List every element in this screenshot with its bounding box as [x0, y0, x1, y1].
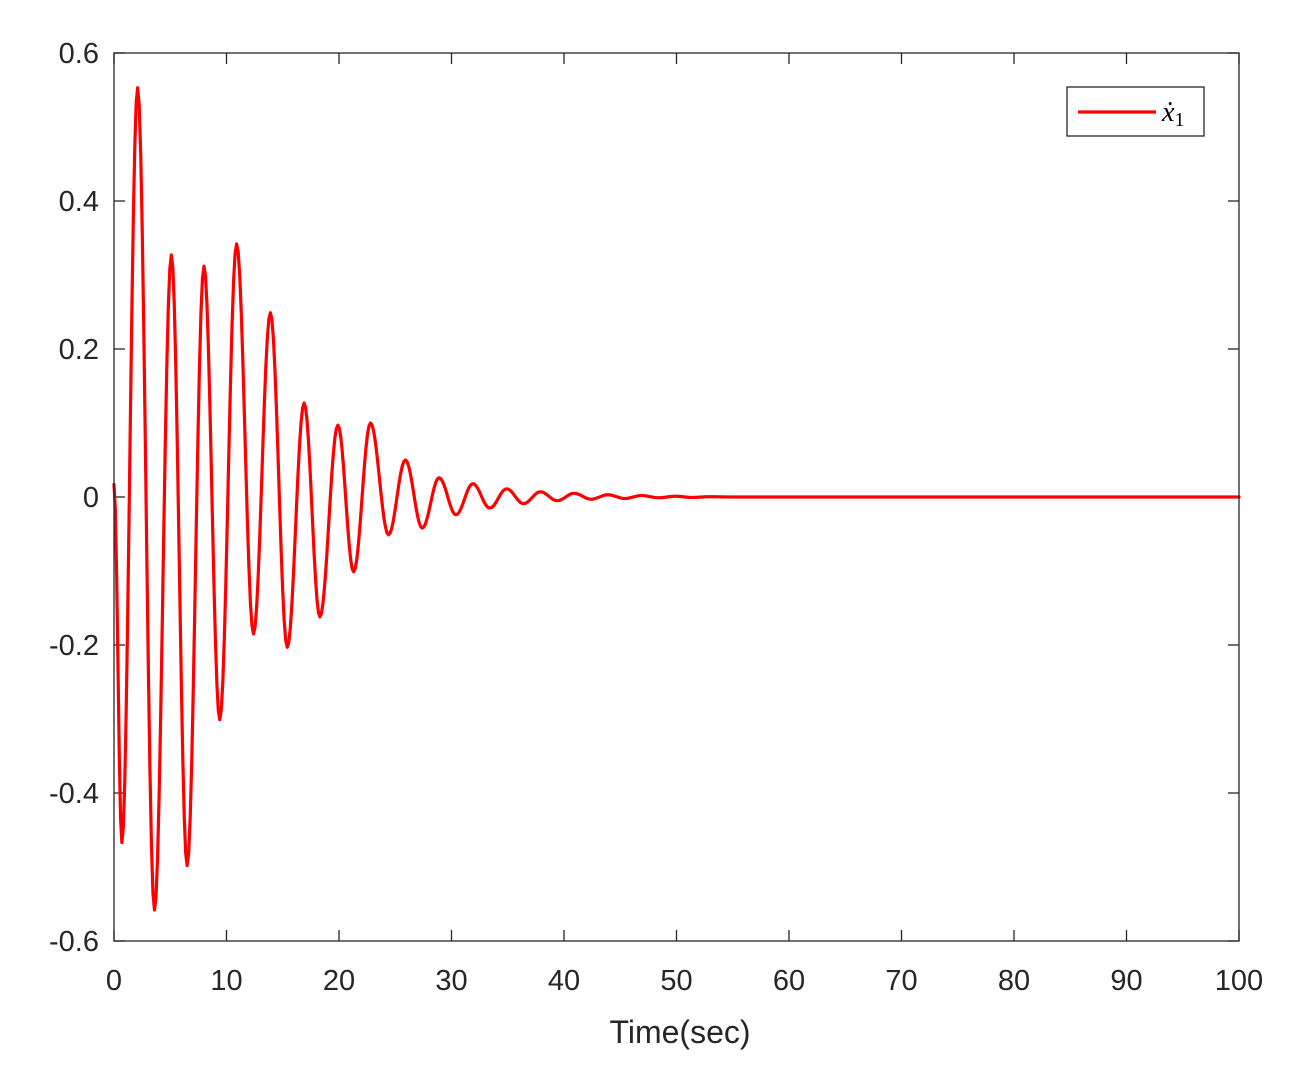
x-tick-label: 100	[1215, 965, 1263, 997]
x-tick-label: 50	[660, 965, 692, 997]
legend-label: ẋ1	[1161, 97, 1184, 131]
series-line-x1-dot	[112, 86, 1241, 912]
legend: ẋ1	[1066, 86, 1205, 137]
axis-tick-labels: 0 10 20 30 40 50 60 70 80 90 100 0.6 0.4 0.2 0 -0.2 -0.4…	[49, 38, 1263, 997]
x-tick-label: 80	[998, 965, 1030, 997]
y-tick-label: -0.2	[49, 630, 99, 662]
axes-box	[113, 52, 1240, 942]
y-tick-label: -0.6	[49, 926, 99, 958]
x-tick-label: 70	[885, 965, 917, 997]
y-tick-label: 0.6	[59, 38, 99, 70]
x-tick-label: 20	[323, 965, 355, 997]
x-tick-label: 90	[1110, 965, 1142, 997]
x-tick-label: 30	[435, 965, 467, 997]
y-tick-label: 0.2	[59, 334, 99, 366]
legend-label-subscript: 1	[1174, 109, 1184, 131]
x-tick-label: 40	[548, 965, 580, 997]
x-tick-label: 10	[210, 965, 242, 997]
x-axis-title: Time(sec)	[609, 1014, 750, 1050]
legend-label-main: ẋ	[1161, 97, 1175, 128]
y-tick-label: 0	[83, 482, 99, 514]
x-tick-label: 60	[773, 965, 805, 997]
y-tick-label: -0.4	[49, 778, 99, 810]
x-tick-label: 0	[106, 965, 122, 997]
y-tick-label: 0.4	[59, 186, 99, 218]
